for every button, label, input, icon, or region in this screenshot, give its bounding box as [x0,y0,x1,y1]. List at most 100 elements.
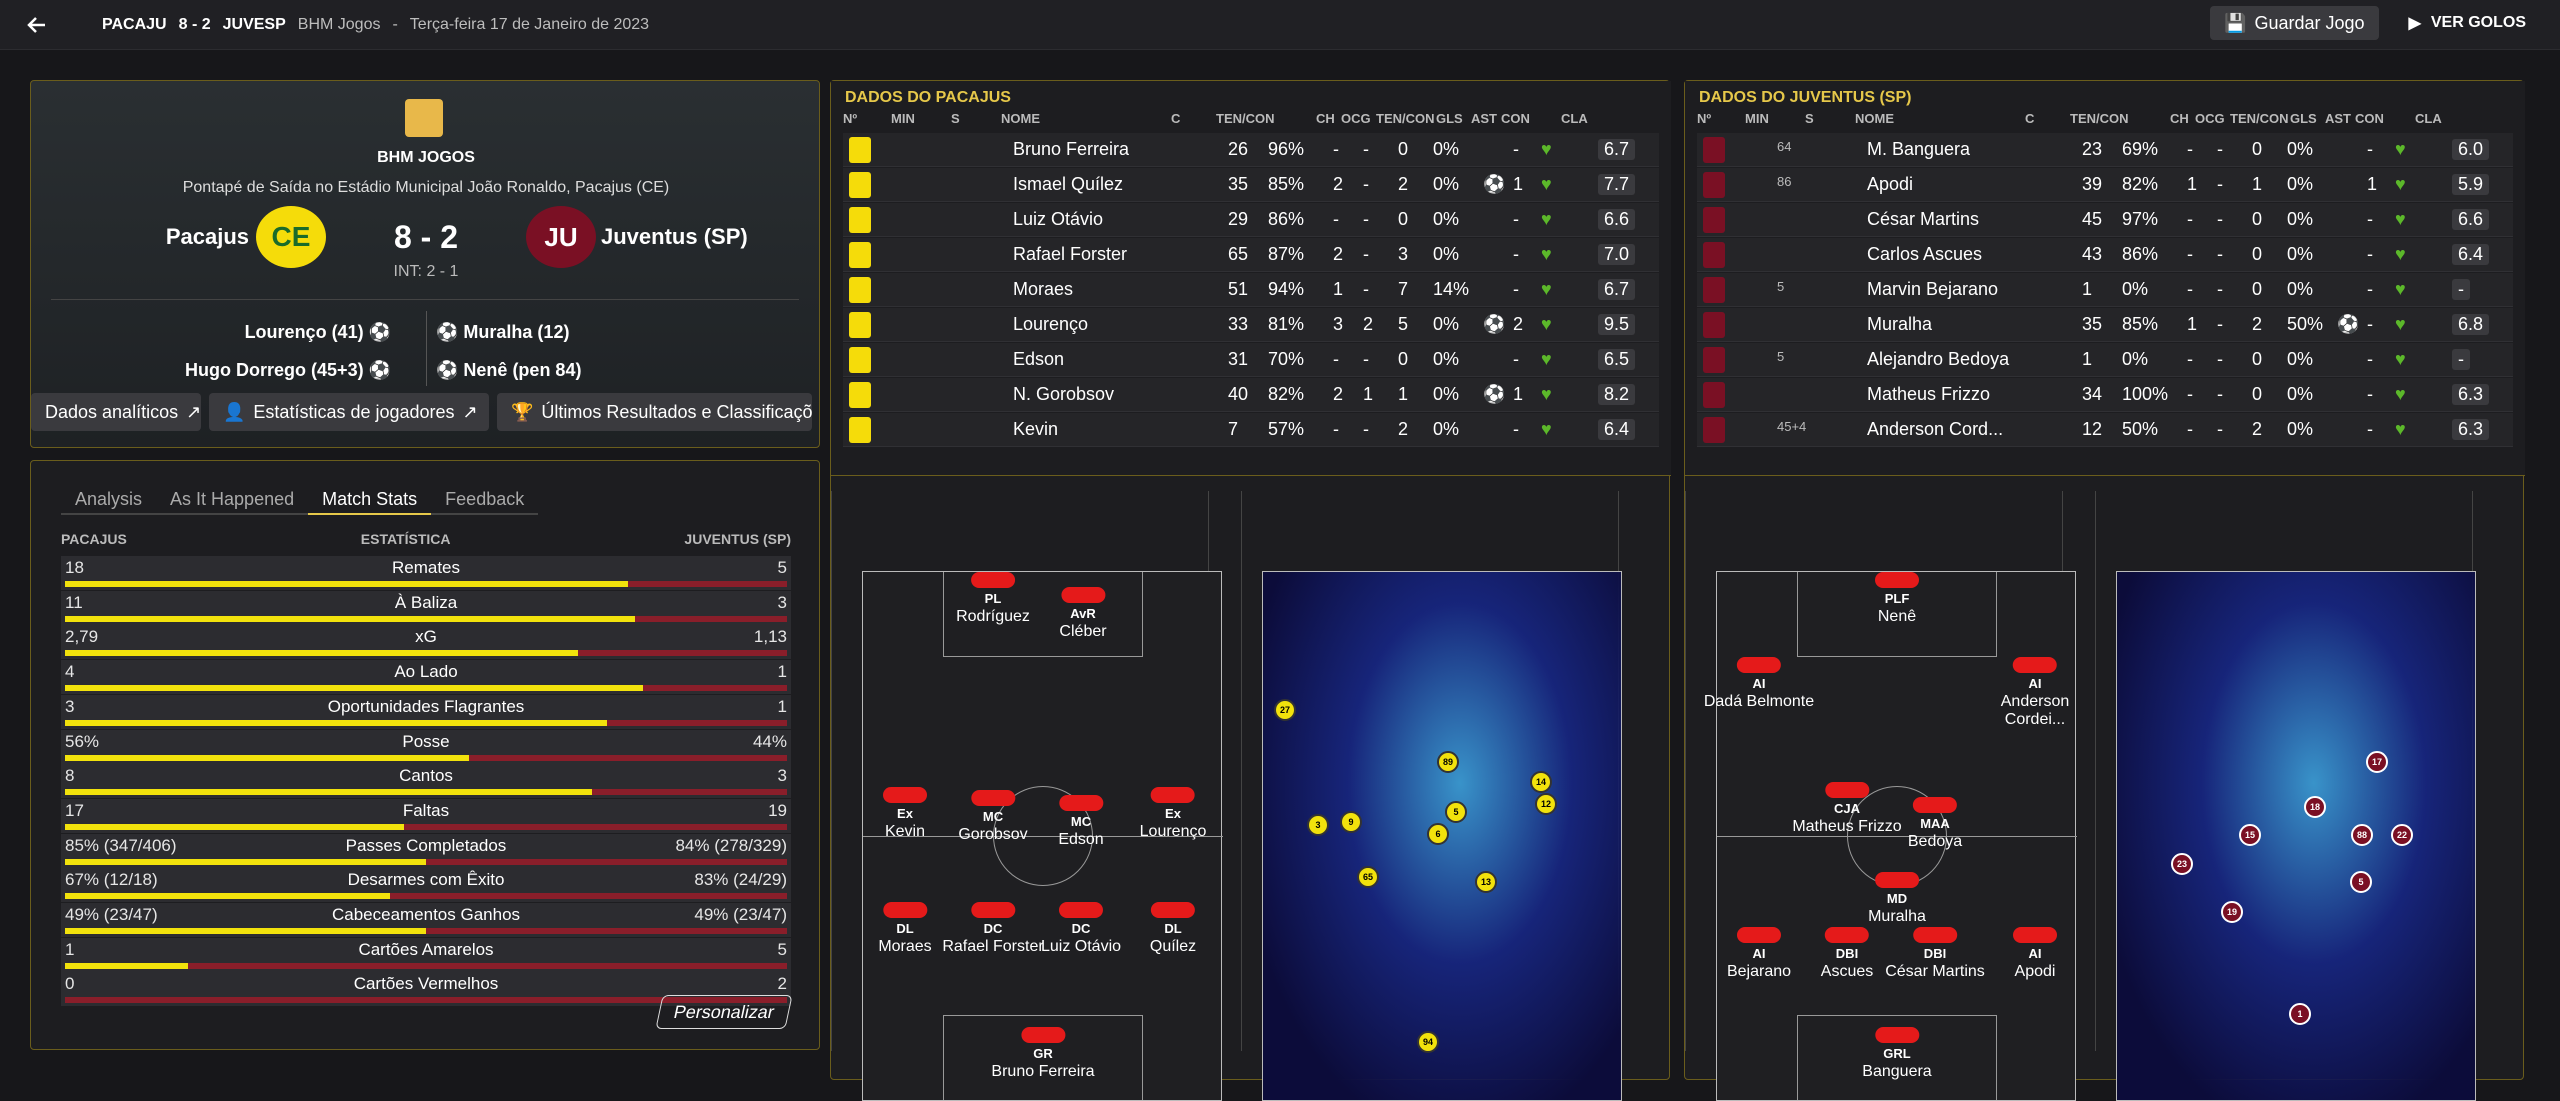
column-header[interactable]: TEN/CON [2070,111,2129,126]
player-position-marker[interactable]: 12 [1535,793,1557,815]
column-header[interactable]: C [1171,111,1181,126]
player-row[interactable]: Ismael Quílez 35 85% 2-2 0% ⚽ 1 ♥ 7.7 [843,168,1659,202]
player-position-marker[interactable]: 27 [1274,699,1296,721]
formation-player[interactable]: CJA Matheus Frizzo [1792,782,1902,836]
column-header[interactable]: S [1805,111,1814,126]
player-row[interactable]: 45+4 Anderson Cord... 12 50% - - 2 0% - ♥ 6.3 [1697,413,2513,447]
analytics-button[interactable]: Dados analíticos ↗ [31,393,201,431]
column-header[interactable]: CLA [2415,111,2442,126]
column-header[interactable]: CON [1501,111,1530,126]
formation-player[interactable]: DC Rafael Forster [942,902,1044,956]
formation-player[interactable]: MC Edson [1058,795,1104,849]
formation-player[interactable]: DC Luiz Otávio [1041,902,1121,956]
player-row[interactable]: 5 Marvin Bejarano 1 0% - - 0 0% - ♥ - [1697,273,2513,307]
column-header[interactable]: OCG [2195,111,2225,126]
view-goals-button[interactable]: ▶ VER GOLOS [2395,6,2540,40]
player-row[interactable]: César Martins 45 97% - - 0 0% - ♥ 6.6 [1697,203,2513,237]
player-position-marker[interactable]: 94 [1417,1031,1439,1053]
player-name[interactable]: Muralha [1867,314,1933,334]
formation-player[interactable]: AI Dadá Belmonte [1704,657,1814,711]
player-name[interactable]: Bruno Ferreira [1013,139,1130,159]
personalize-button[interactable]: Personalizar [655,995,793,1029]
player-position-marker[interactable]: 5 [2350,871,2372,893]
formation-player[interactable]: AvR Cléber [1059,587,1107,641]
player-name[interactable]: Lourenço [1013,314,1089,334]
column-header[interactable]: TEN/CON [1216,111,1275,126]
column-header[interactable]: CH [2170,111,2189,126]
column-header[interactable]: MIN [891,111,915,126]
column-header[interactable]: AST [2325,111,2351,126]
player-row[interactable]: Rafael Forster 65 87% 2-3 0% - ♥ 7.0 [843,238,1659,272]
column-header[interactable]: OCG [1341,111,1371,126]
column-header[interactable]: AST [1471,111,1497,126]
player-position-marker[interactable]: 1 [2289,1003,2311,1025]
tab-analysis[interactable]: Analysis [61,483,157,515]
player-name[interactable]: Luiz Otávio [1013,209,1104,229]
formation-player[interactable]: MC Gorobsov [958,790,1028,844]
formation-player[interactable]: GRL Banguera [1862,1027,1932,1081]
player-name[interactable]: Marvin Bejarano [1867,279,1999,299]
player-row[interactable]: Kevin 7 57% - - 2 0% - ♥ 6.4 [843,413,1659,447]
column-header[interactable]: CON [2355,111,2384,126]
back-arrow-icon[interactable] [22,10,52,40]
player-name[interactable]: Moraes [1013,279,1074,299]
player-row[interactable]: Bruno Ferreira 26 96% - - 0 0% - ♥ 6.7 [843,133,1659,167]
formation-player[interactable]: PLF Nenê [1875,572,1919,626]
player-position-marker[interactable]: 3 [1307,814,1329,836]
player-row[interactable]: Luiz Otávio 29 86% - - 0 0% - ♥ 6.6 [843,203,1659,237]
column-header[interactable]: GLS [1436,111,1463,126]
player-position-marker[interactable]: 23 [2171,853,2193,875]
player-name[interactable]: Matheus Frizzo [1867,384,1991,404]
column-header[interactable]: GLS [2290,111,2317,126]
formation-player[interactable]: GR Bruno Ferreira [991,1027,1095,1081]
formation-player[interactable]: Ex Kevin [883,787,927,841]
formation-player[interactable]: AI Anderson Cordei... [2001,657,2069,729]
player-row[interactable]: Moraes 51 94% 1-7 14% - ♥ 6.7 [843,273,1659,307]
player-position-marker[interactable]: 6 [1427,823,1449,845]
player-row[interactable]: Muralha 35 85% 1-2 50% ⚽ - ♥ 6.8 [1697,308,2513,342]
formation-player[interactable]: DBI Ascues [1821,927,1873,981]
formation-player[interactable]: AI Apodi [2013,927,2057,981]
player-position-marker[interactable]: 89 [1437,751,1459,773]
player-row[interactable]: 86 Apodi 39 82% 1-1 0% 1 ♥ 5.9 [1697,168,2513,202]
away-team-name[interactable]: Juventus (SP) [601,224,748,249]
column-header[interactable]: S [951,111,960,126]
formation-player[interactable]: MAA Bedoya [1908,797,1962,851]
player-row[interactable]: N. Gorobsov 40 82% 2 1 1 0% ⚽ 1 ♥ 8.2 [843,378,1659,412]
save-match-button[interactable]: 💾 Guardar Jogo [2210,6,2379,40]
player-row[interactable]: Lourenço 33 81% 3 2 5 0% ⚽ 2 ♥ 9.5 [843,308,1659,342]
player-name[interactable]: Anderson Cord... [1867,419,2004,439]
player-name[interactable]: Kevin [1013,419,1059,439]
player-name[interactable]: Carlos Ascues [1867,244,1983,264]
home-team-name[interactable]: Pacajus [165,224,249,249]
player-row[interactable]: Matheus Frizzo 34 100% - -0 0% - ♥ 6.3 [1697,378,2513,412]
column-header[interactable]: CLA [1561,111,1588,126]
player-position-marker[interactable]: 17 [2366,751,2388,773]
player-name[interactable]: Apodi [1867,174,1914,194]
formation-player[interactable]: PL Rodríguez [956,572,1030,626]
player-position-marker[interactable]: 9 [1340,811,1362,833]
player-name[interactable]: Alejandro Bedoya [1867,349,2010,369]
formation-player[interactable]: DBI César Martins [1885,927,1985,981]
column-header[interactable]: Nº [1697,111,1712,126]
column-header[interactable]: TEN/CON [2230,111,2289,126]
formation-player[interactable]: DL Quílez [1150,902,1196,956]
formation-player[interactable]: AI Bejarano [1727,927,1791,981]
tab-as-it-happened[interactable]: As It Happened [156,483,309,515]
player-position-marker[interactable]: 13 [1475,871,1497,893]
player-name[interactable]: Edson [1013,349,1065,369]
column-header[interactable]: NOME [1001,111,1040,126]
formation-player[interactable]: Ex Lourenço [1140,787,1206,841]
player-name[interactable]: César Martins [1867,209,1980,229]
tab-match-stats[interactable]: Match Stats [308,483,432,515]
formation-player[interactable]: DL Moraes [878,902,932,956]
player-position-marker[interactable]: 5 [1445,801,1467,823]
player-position-marker[interactable]: 22 [2391,824,2413,846]
player-row[interactable]: Carlos Ascues 43 86% - - 0 0% - ♥ 6.4 [1697,238,2513,272]
player-row[interactable]: 5 Alejandro Bedoya 1 0% - - 0 0% - ♥ - [1697,343,2513,377]
player-row[interactable]: 64 M. Banguera 23 69% - - 0 0% - ♥ 6.0 [1697,133,2513,167]
column-header[interactable]: CH [1316,111,1335,126]
player-position-marker[interactable]: 65 [1357,866,1379,888]
player-name[interactable]: Ismael Quílez [1013,174,1124,194]
column-header[interactable]: MIN [1745,111,1769,126]
